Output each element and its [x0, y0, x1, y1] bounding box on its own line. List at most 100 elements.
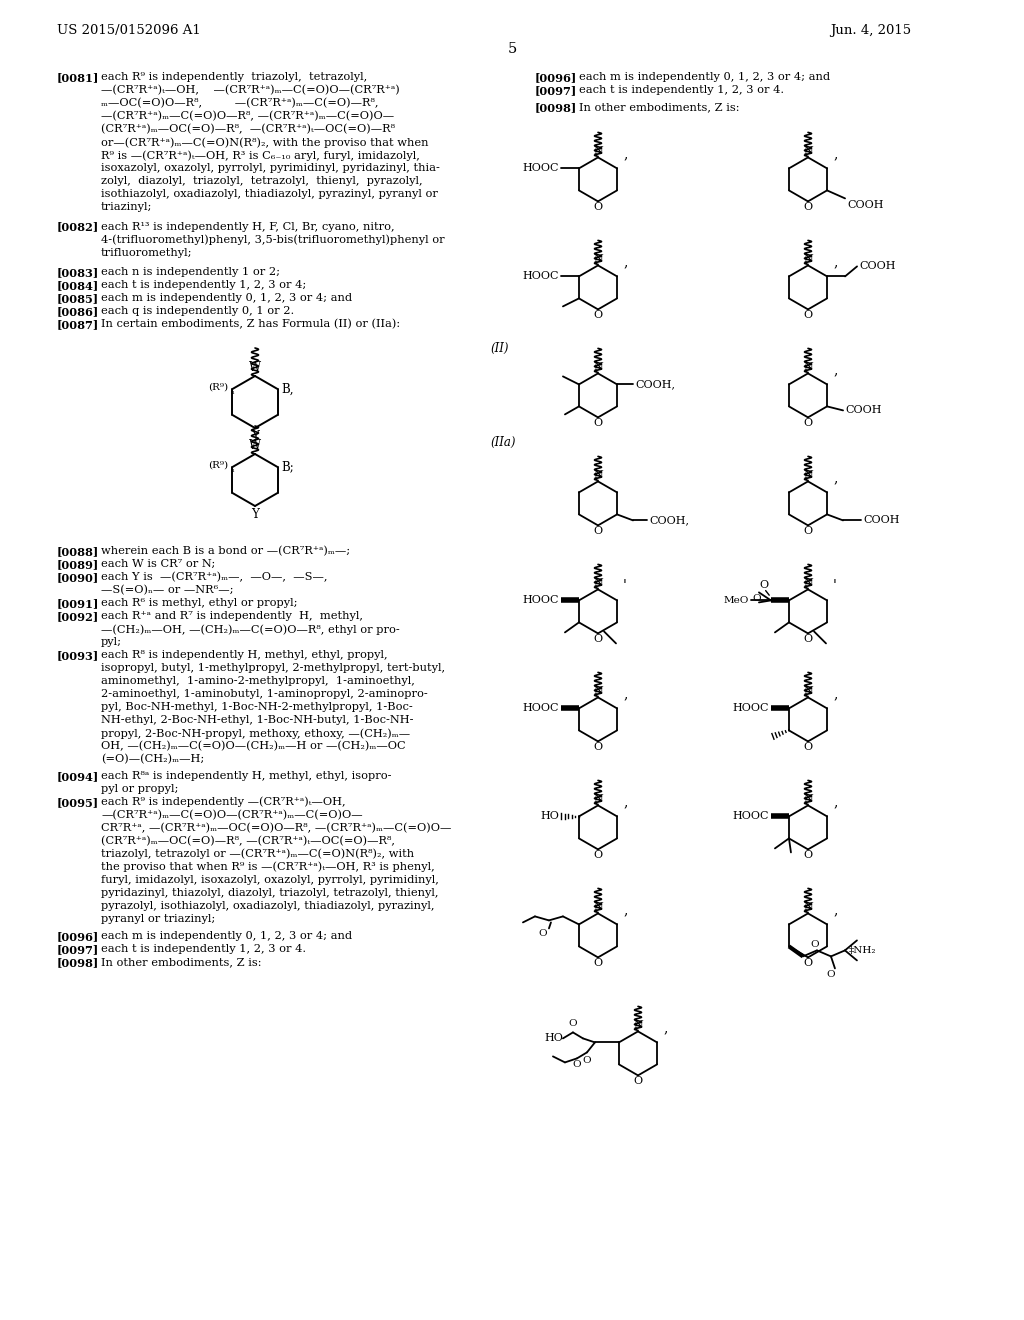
- Text: [0089]: [0089]: [57, 558, 99, 570]
- Text: O: O: [811, 940, 819, 949]
- Text: O: O: [804, 418, 813, 429]
- Text: triazolyl, tetrazolyl or —(CR⁷R⁺ᵃ)ₘ—C(=O)N(R⁸)₂, with: triazolyl, tetrazolyl or —(CR⁷R⁺ᵃ)ₘ—C(=O…: [101, 849, 414, 859]
- Text: pyridazinyl, thiazolyl, diazolyl, triazolyl, tetrazolyl, thienyl,: pyridazinyl, thiazolyl, diazolyl, triazo…: [101, 888, 438, 898]
- Text: O: O: [594, 527, 602, 536]
- Text: N: N: [593, 686, 603, 697]
- Text: isothiazolyl, oxadiazolyl, thiadiazolyl, pyrazinyl, pyranyl or: isothiazolyl, oxadiazolyl, thiadiazolyl,…: [101, 189, 438, 199]
- Text: ,: ,: [834, 148, 838, 161]
- Text: ,: ,: [834, 255, 838, 269]
- Text: (CR⁷R⁺ᵃ)ₘ—OC(=O)—R⁸,  —(CR⁷R⁺ᵃ)ₜ—OC(=O)—R⁸: (CR⁷R⁺ᵃ)ₘ—OC(=O)—R⁸, —(CR⁷R⁺ᵃ)ₜ—OC(=O)—R…: [101, 124, 395, 135]
- Text: HOOC: HOOC: [522, 595, 559, 606]
- Text: COOH,: COOH,: [635, 379, 675, 389]
- Text: ,: ,: [834, 688, 838, 701]
- Text: ,: ,: [834, 796, 838, 809]
- Text: each Y is  —(CR⁷R⁺ᵃ)ₘ—,  —O—,  —S—,: each Y is —(CR⁷R⁺ᵃ)ₘ—, —O—, —S—,: [101, 572, 328, 582]
- Text: O: O: [594, 310, 602, 321]
- Text: each m is independently 0, 1, 2, 3 or 4; and: each m is independently 0, 1, 2, 3 or 4;…: [101, 293, 352, 304]
- Text: each R⁸ is independently H, methyl, ethyl, propyl,: each R⁸ is independently H, methyl, ethy…: [101, 649, 388, 660]
- Text: N: N: [593, 578, 603, 589]
- Text: HOOC: HOOC: [732, 812, 769, 821]
- Text: HOOC: HOOC: [522, 272, 559, 281]
- Text: (=O)—(CH₂)ₘ—H;: (=O)—(CH₂)ₘ—H;: [101, 754, 204, 764]
- Text: ,: ,: [834, 903, 838, 917]
- Text: —(CR⁷R⁺ᵃ)ₘ—C(=O)O—(CR⁷R⁺ᵃ)ₘ—C(=O)O—: —(CR⁷R⁺ᵃ)ₘ—C(=O)O—(CR⁷R⁺ᵃ)ₘ—C(=O)O—: [101, 810, 362, 820]
- Text: W: W: [249, 360, 261, 374]
- Text: Y: Y: [251, 508, 259, 521]
- Text: N: N: [803, 363, 813, 372]
- Text: N: N: [593, 363, 603, 372]
- Text: N: N: [803, 686, 813, 697]
- Text: (II): (II): [490, 342, 509, 355]
- Text: N: N: [803, 795, 813, 804]
- Text: N: N: [803, 147, 813, 156]
- Text: O: O: [583, 1056, 591, 1065]
- Text: ,: ,: [623, 688, 628, 701]
- Text: ': ': [834, 579, 837, 594]
- Text: W: W: [249, 440, 261, 451]
- Text: pyrazolyl, isothiazolyl, oxadiazolyl, thiadiazolyl, pyrazinyl,: pyrazolyl, isothiazolyl, oxadiazolyl, th…: [101, 900, 434, 911]
- Text: O: O: [804, 202, 813, 213]
- Text: N: N: [593, 255, 603, 264]
- Text: trifluoromethyl;: trifluoromethyl;: [101, 248, 193, 257]
- Text: ,: ,: [834, 363, 838, 378]
- Text: —(CR⁷R⁺ᵃ)ₜ—OH,    —(CR⁷R⁺ᵃ)ₘ—C(=O)O—(CR⁷R⁺ᵃ): —(CR⁷R⁺ᵃ)ₜ—OH, —(CR⁷R⁺ᵃ)ₘ—C(=O)O—(CR⁷R⁺ᵃ…: [101, 84, 399, 95]
- Text: 2-aminoethyl, 1-aminobutyl, 1-aminopropyl, 2-aminopro-: 2-aminoethyl, 1-aminobutyl, 1-aminopropy…: [101, 689, 428, 700]
- Text: [0098]: [0098]: [535, 102, 578, 114]
- Text: O: O: [804, 850, 813, 861]
- Text: propyl, 2-Boc-NH-propyl, methoxy, ethoxy, —(CH₂)ₘ—: propyl, 2-Boc-NH-propyl, methoxy, ethoxy…: [101, 729, 411, 739]
- Text: each R⁺ᵃ and R⁷ is independently  H,  methyl,: each R⁺ᵃ and R⁷ is independently H, meth…: [101, 611, 362, 620]
- Text: B,: B,: [282, 383, 294, 396]
- Text: Y: Y: [251, 430, 259, 444]
- Text: [0085]: [0085]: [57, 293, 99, 304]
- Text: [0093]: [0093]: [57, 649, 99, 661]
- Text: N: N: [803, 470, 813, 480]
- Text: 5: 5: [507, 42, 517, 55]
- Text: HO: HO: [544, 1034, 563, 1043]
- Text: (IIa): (IIa): [490, 436, 515, 449]
- Text: O: O: [760, 581, 768, 590]
- Text: [0097]: [0097]: [57, 944, 99, 954]
- Text: [0083]: [0083]: [57, 267, 99, 279]
- Text: COOH: COOH: [863, 515, 899, 525]
- Text: O: O: [594, 742, 602, 752]
- Text: each q is independently 0, 1 or 2.: each q is independently 0, 1 or 2.: [101, 306, 294, 315]
- Text: O: O: [594, 635, 602, 644]
- Text: CR⁷R⁺ᵃ, —(CR⁷R⁺ᵃ)ₘ—OC(=O)O—R⁸, —(CR⁷R⁺ᵃ)ₘ—C(=O)O—: CR⁷R⁺ᵃ, —(CR⁷R⁺ᵃ)ₘ—OC(=O)O—R⁸, —(CR⁷R⁺ᵃ)…: [101, 822, 452, 833]
- Text: [0082]: [0082]: [57, 222, 99, 232]
- Text: isoxazolyl, oxazolyl, pyrrolyl, pyrimidinyl, pyridazinyl, thia-: isoxazolyl, oxazolyl, pyrrolyl, pyrimidi…: [101, 162, 440, 173]
- Text: ,: ,: [623, 903, 628, 917]
- Text: O: O: [594, 850, 602, 861]
- Text: O: O: [594, 418, 602, 429]
- Text: ⁿ: ⁿ: [230, 389, 234, 399]
- Text: ,: ,: [664, 1022, 668, 1035]
- Text: each R⁹ is independently  triazolyl,  tetrazolyl,: each R⁹ is independently triazolyl, tetr…: [101, 73, 368, 82]
- Text: [0097]: [0097]: [535, 84, 578, 96]
- Text: O: O: [804, 742, 813, 752]
- Text: HOOC: HOOC: [732, 704, 769, 713]
- Text: N: N: [803, 903, 813, 912]
- Text: N: N: [593, 903, 603, 912]
- Text: the proviso that when R⁹ is —(CR⁷R⁺ᵃ)ₜ—OH, R³ is phenyl,: the proviso that when R⁹ is —(CR⁷R⁺ᵃ)ₜ—O…: [101, 862, 435, 873]
- Text: O: O: [539, 929, 547, 939]
- Text: pyl;: pyl;: [101, 638, 122, 647]
- Text: COOH: COOH: [845, 405, 882, 416]
- Text: O: O: [634, 1076, 643, 1086]
- Text: In other embodiments, Z is:: In other embodiments, Z is:: [579, 102, 739, 112]
- Text: [0081]: [0081]: [57, 73, 99, 83]
- Text: ⁿ: ⁿ: [230, 469, 234, 477]
- Text: [0098]: [0098]: [57, 957, 99, 968]
- Text: [0091]: [0091]: [57, 598, 99, 609]
- Text: In certain embodiments, Z has Formula (II) or (IIa):: In certain embodiments, Z has Formula (I…: [101, 319, 400, 330]
- Text: —S(=O)ₙ— or —NR⁶—;: —S(=O)ₙ— or —NR⁶—;: [101, 585, 233, 595]
- Text: O: O: [826, 970, 836, 979]
- Text: R⁹ is —(CR⁷R⁺ᵃ)ₜ—OH, R³ is C₆₋₁₀ aryl, furyl, imidazolyl,: R⁹ is —(CR⁷R⁺ᵃ)ₜ—OH, R³ is C₆₋₁₀ aryl, f…: [101, 150, 420, 161]
- Text: ,: ,: [623, 148, 628, 161]
- Text: [0087]: [0087]: [57, 319, 99, 330]
- Text: B;: B;: [282, 461, 294, 474]
- Text: each t is independently 1, 2, 3 or 4.: each t is independently 1, 2, 3 or 4.: [101, 944, 306, 954]
- Text: ,: ,: [623, 796, 628, 809]
- Text: O: O: [594, 202, 602, 213]
- Text: —(CR⁷R⁺ᵃ)ₘ—C(=O)O—R⁸, —(CR⁷R⁺ᵃ)ₘ—C(=O)O—: —(CR⁷R⁺ᵃ)ₘ—C(=O)O—R⁸, —(CR⁷R⁺ᵃ)ₘ—C(=O)O—: [101, 111, 394, 121]
- Text: US 2015/0152096 A1: US 2015/0152096 A1: [57, 24, 201, 37]
- Text: each t is independently 1, 2, 3 or 4;: each t is independently 1, 2, 3 or 4;: [101, 280, 306, 290]
